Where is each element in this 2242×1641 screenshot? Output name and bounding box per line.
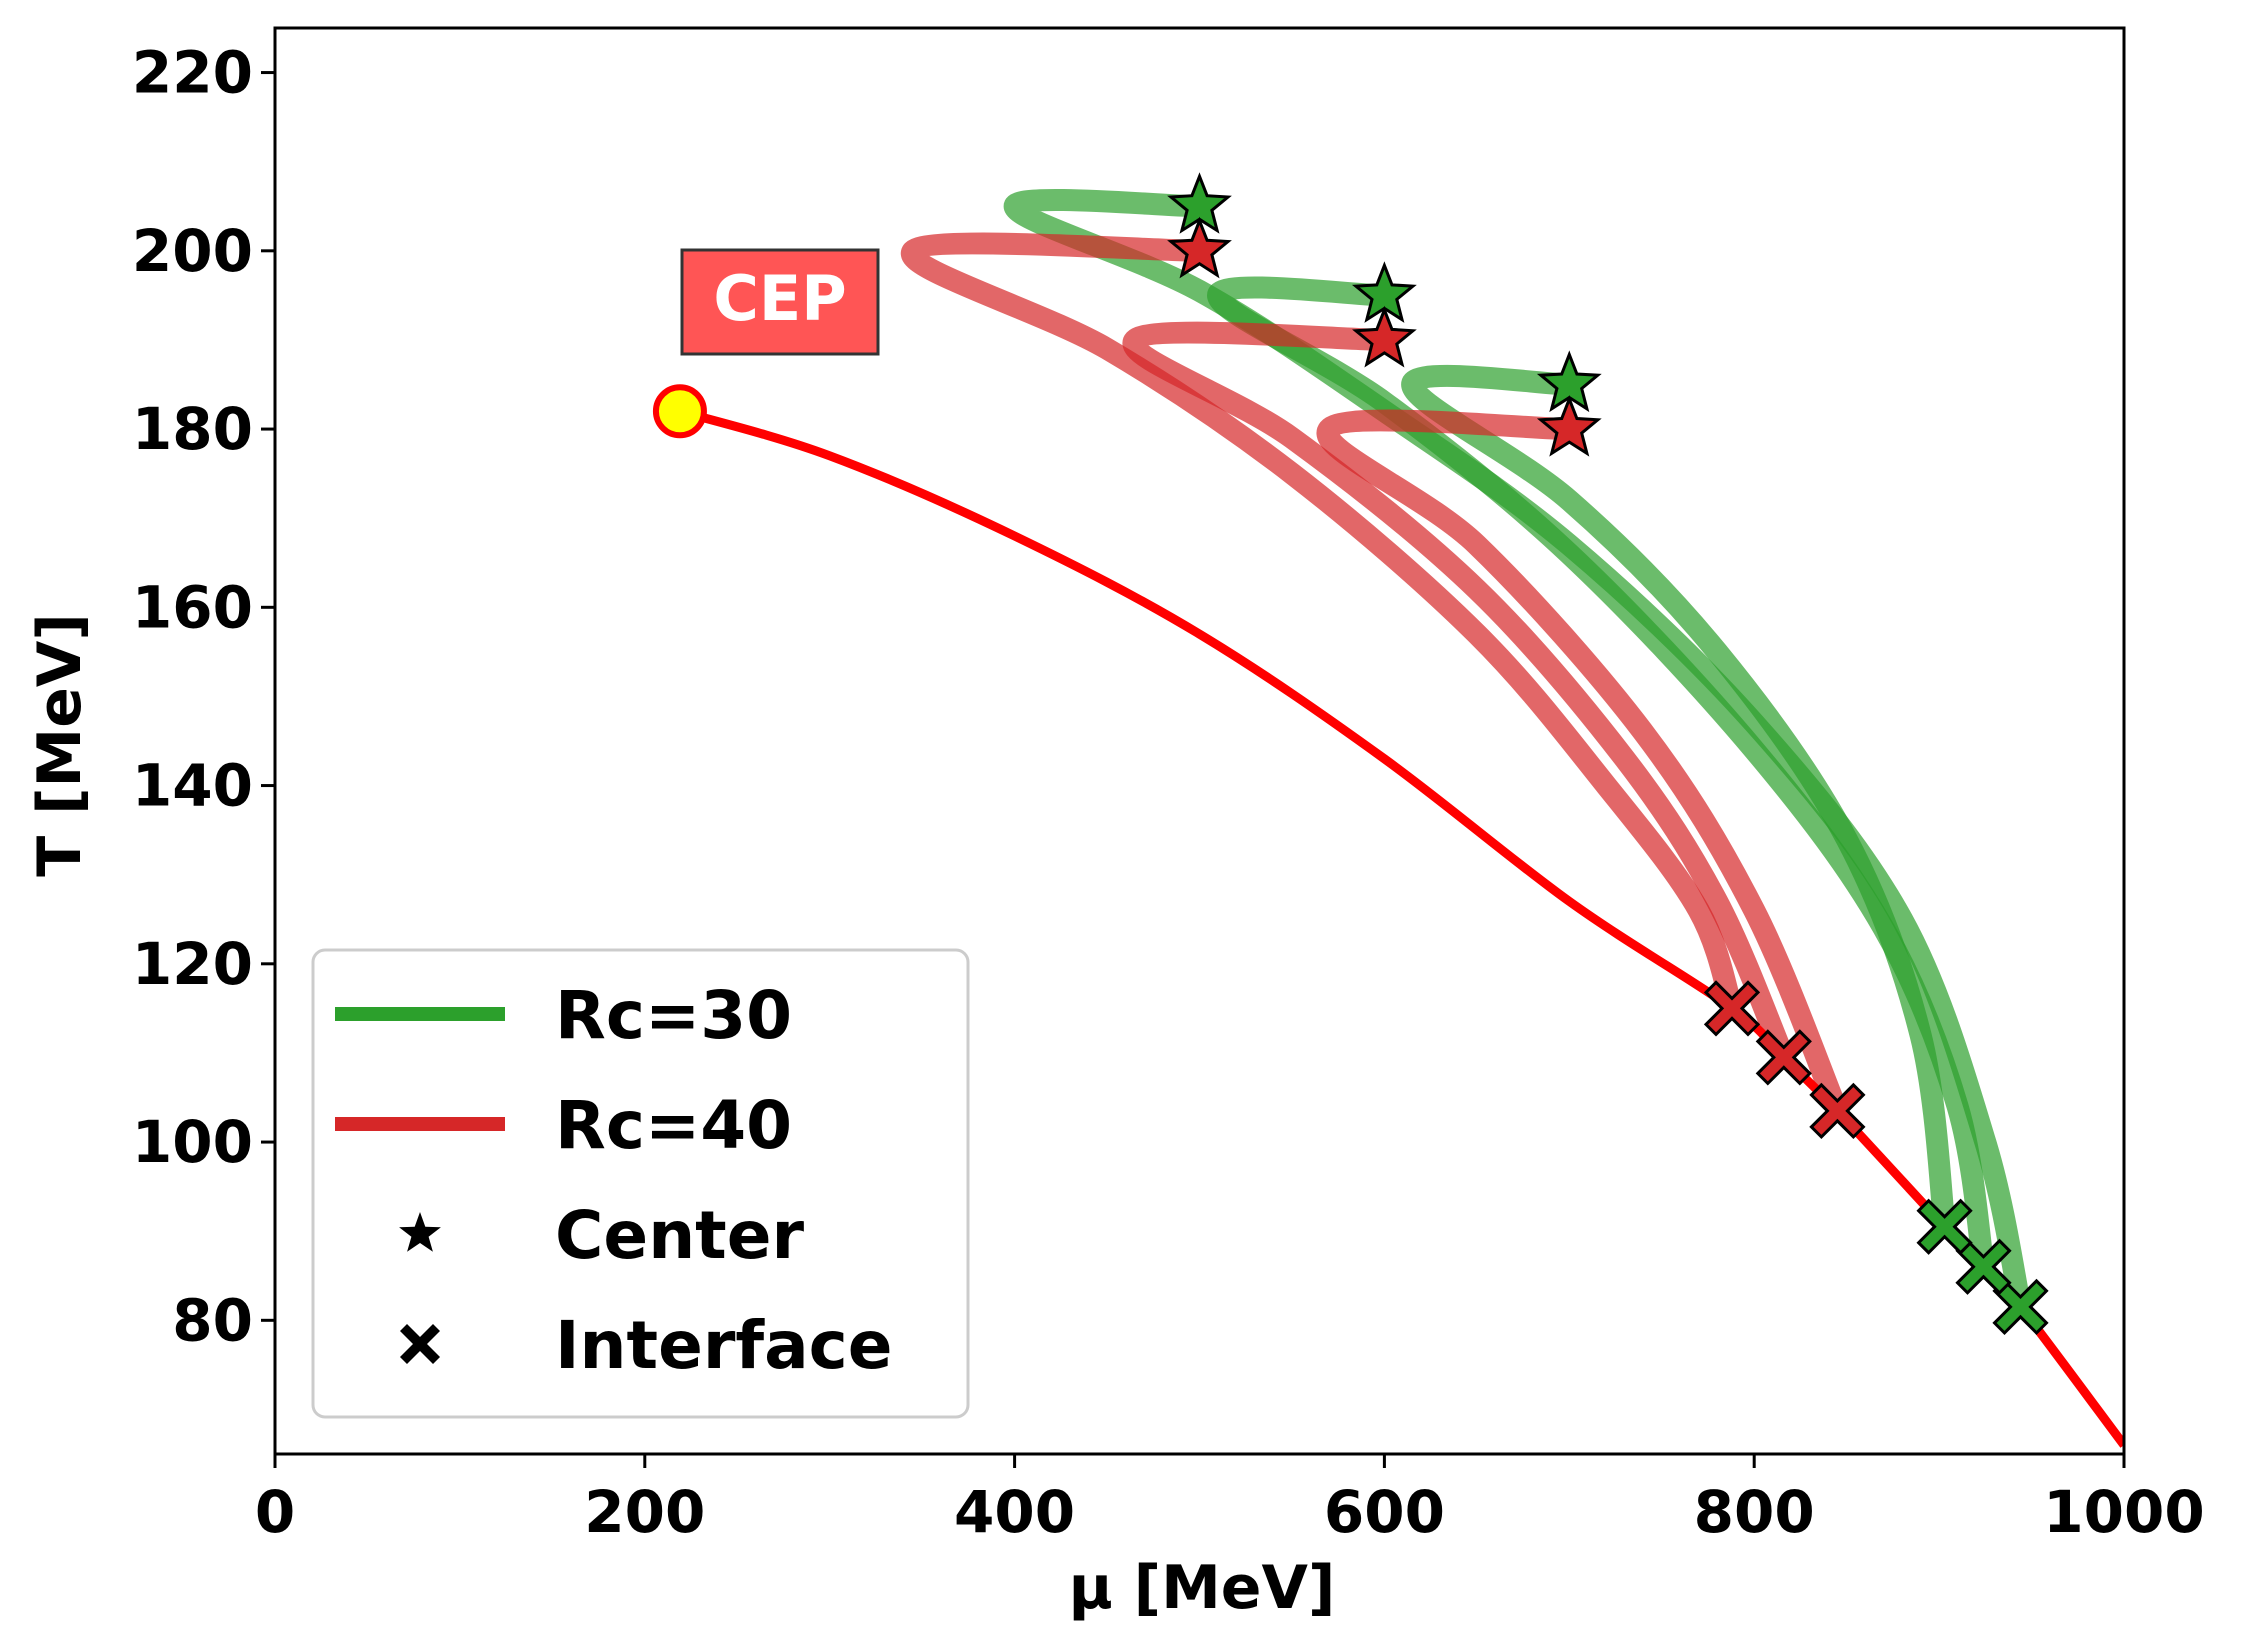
marker-layer [652, 172, 2049, 1336]
y-tick-label-100: 100 [132, 1108, 253, 1176]
legend: Rc=30 Rc=40 Center Interface [311, 948, 970, 1419]
x-tick-label-400: 400 [954, 1478, 1075, 1546]
plot-frame [273, 26, 2126, 1456]
y-axis-title: T [MeV] [25, 613, 95, 877]
center-star-marker-5 [1536, 394, 1602, 457]
y-tick-label-160: 160 [132, 573, 253, 641]
x-axis-title: μ [MeV] [1069, 1553, 1336, 1623]
legend-label-rc30: Rc=30 [555, 977, 792, 1054]
center-star-marker-3 [1167, 216, 1232, 279]
x-tick-label-1000: 1000 [2043, 1478, 2204, 1546]
axis-ticks: 0 200 400 600 800 1000 80 100 120 140 160 180 200 220 [132, 39, 2205, 1546]
legend-label-center: Center [555, 1197, 804, 1274]
center-star-marker-4 [1352, 305, 1417, 368]
legend-cross-icon [400, 1324, 440, 1364]
interface-cross-marker-1 [1955, 1238, 2012, 1295]
x-tick-label-0: 0 [255, 1478, 295, 1546]
interface-cross-marker-0 [1992, 1278, 2049, 1336]
trajectory-rc30-1 [1207, 276, 1995, 1278]
trajectory-rc40-3 [900, 232, 1743, 1020]
y-tick-label-200: 200 [132, 217, 253, 285]
cep-annotation: CEP [680, 248, 880, 356]
legend-box [311, 948, 970, 1419]
x-tick-label-600: 600 [1324, 1478, 1445, 1546]
cep-label-box [680, 248, 880, 356]
y-tick-label-140: 140 [132, 752, 253, 820]
legend-label-rc40: Rc=40 [555, 1087, 792, 1164]
series-layer [900, 188, 2032, 1318]
interface-cross-marker-3 [1703, 980, 1761, 1037]
legend-label-interface: Interface [555, 1307, 893, 1384]
interface-cross-marker-5 [1809, 1082, 1866, 1140]
interface-cross-marker-2 [1916, 1198, 1973, 1255]
legend-star-icon [399, 1212, 441, 1252]
cep-point-marker [652, 384, 707, 439]
y-tick-label-220: 220 [132, 39, 253, 107]
interface-cross-marker-4 [1755, 1029, 1812, 1086]
trajectory-rc40-4 [1122, 321, 1795, 1069]
y-tick-label-180: 180 [132, 395, 253, 463]
x-tick-label-800: 800 [1694, 1478, 1815, 1546]
cep-label: CEP [713, 262, 846, 335]
y-tick-label-120: 120 [132, 930, 253, 998]
y-tick-label-80: 80 [172, 1286, 253, 1354]
x-tick-label-200: 200 [584, 1478, 705, 1546]
trajectory-rc40-5 [1316, 409, 1849, 1122]
trajectory-rc30-2 [1401, 364, 1956, 1238]
